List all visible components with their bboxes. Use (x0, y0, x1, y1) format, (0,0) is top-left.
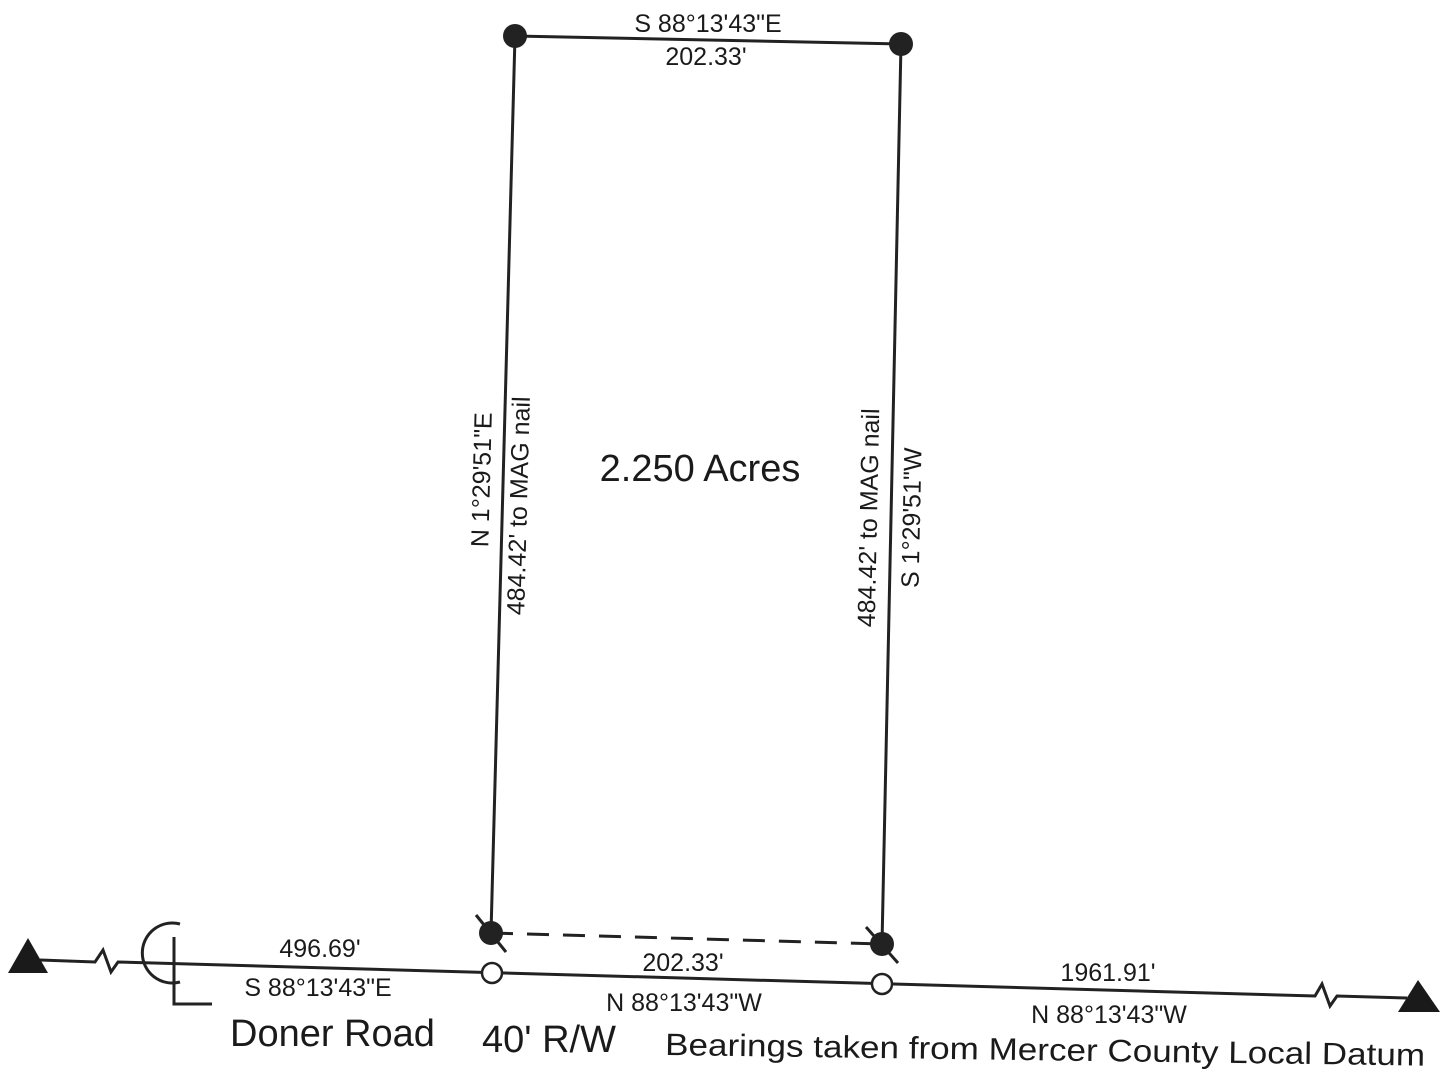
west-segment-bearing: S 88°13'43"E (244, 974, 391, 1002)
east-control-triangle-icon (1398, 980, 1440, 1012)
ne-corner-monument-icon (889, 32, 913, 56)
west-line-distance: 484.42' to MAG nail (502, 396, 536, 615)
north-boundary-line (514, 34, 902, 46)
datum-note: Bearings taken from Mercer County Local … (665, 1027, 1425, 1073)
east-boundary-line (880, 43, 903, 945)
south-boundary-dashed-line (490, 931, 883, 946)
west-line-bearing: N 1°29'51"E (466, 412, 498, 548)
right-of-way-label: 40' R/W (482, 1019, 616, 1061)
east-segment-distance: 1961.91' (1060, 959, 1155, 987)
west-control-triangle-icon (8, 938, 48, 973)
road-name: Doner Road (230, 1013, 435, 1055)
sw-corner-monument-icon (474, 914, 508, 953)
parcel-area-label: 2.250 Acres (600, 448, 801, 490)
north-line-bearing: S 88°13'43"E (634, 10, 781, 38)
centerline-symbol-icon (140, 921, 212, 1006)
west-segment-distance: 496.69' (279, 935, 360, 963)
nw-corner-monument-icon (503, 24, 527, 48)
north-line-distance: 202.33' (665, 43, 746, 71)
middle-segment-bearing: N 88°13'43"W (606, 989, 762, 1017)
east-line-distance: 484.42' to MAG nail (853, 408, 886, 627)
se-corner-monument-icon (864, 926, 900, 964)
centerline-point-east-icon (870, 972, 894, 996)
east-segment-bearing: N 88°13'43"W (1031, 1001, 1187, 1029)
west-boundary-line (489, 35, 517, 934)
centerline-point-west-icon (480, 961, 504, 985)
south-line-distance: 202.33' (642, 949, 723, 977)
road-centerline (39, 946, 1408, 1010)
east-line-bearing: S 1°29'51"W (897, 447, 928, 588)
